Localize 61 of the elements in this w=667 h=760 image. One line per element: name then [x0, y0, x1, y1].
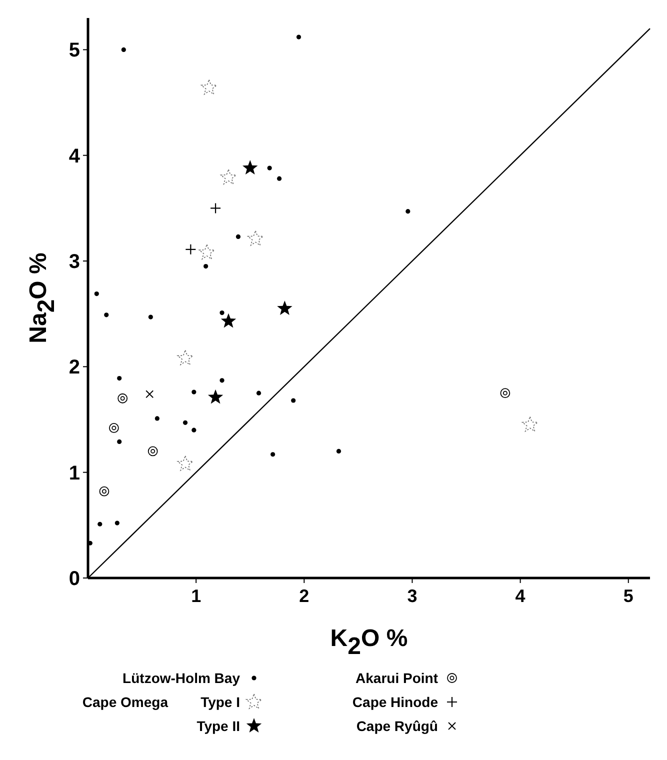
point	[296, 34, 302, 40]
x-tick-label: 3	[407, 586, 418, 606]
point	[220, 313, 236, 328]
y-tick-label: 2	[68, 356, 80, 379]
x-tick-label: 2	[299, 586, 310, 606]
point	[146, 390, 154, 398]
point	[236, 234, 241, 240]
y-tick-label: 3	[68, 251, 80, 274]
point	[201, 79, 218, 95]
legend-label: Cape Hinode	[352, 694, 438, 710]
point	[210, 202, 222, 214]
point	[267, 166, 272, 170]
point	[177, 350, 194, 366]
x-tick-label: 5	[623, 586, 634, 606]
legend-label: Type I	[200, 694, 240, 710]
point	[500, 388, 510, 398]
point	[148, 314, 153, 320]
point	[208, 389, 224, 404]
y-tick-label: 1	[68, 462, 80, 484]
point	[220, 378, 224, 383]
point	[336, 448, 342, 454]
point	[104, 312, 109, 318]
point	[108, 423, 119, 433]
point	[270, 452, 276, 457]
point	[182, 420, 188, 425]
legend-label: Lützow-Holm Bay	[122, 670, 240, 686]
point	[118, 393, 128, 404]
point	[276, 176, 282, 181]
point	[198, 244, 215, 260]
point	[220, 169, 237, 184]
point	[114, 520, 120, 526]
point	[406, 209, 410, 214]
point	[220, 310, 224, 316]
point	[121, 47, 126, 52]
point	[117, 439, 122, 444]
point	[177, 455, 194, 471]
legend-label: Cape Ryûgû	[356, 718, 438, 734]
point	[256, 390, 262, 396]
point	[98, 522, 102, 526]
legend-label: Akarui Point	[356, 670, 438, 686]
point	[192, 390, 196, 394]
point	[248, 230, 264, 246]
point	[94, 291, 99, 296]
point	[117, 376, 122, 381]
point	[204, 264, 208, 269]
point	[192, 428, 196, 432]
text: Cape Omega	[82, 694, 168, 710]
point	[291, 398, 296, 403]
y-tick-label: 5	[68, 40, 80, 62]
point	[185, 244, 196, 255]
point	[277, 300, 292, 316]
legend-label: Type II	[196, 718, 240, 734]
point	[242, 160, 258, 175]
point	[99, 486, 110, 496]
x-tick-label: 1	[191, 586, 202, 606]
point	[154, 416, 160, 421]
y-tick-label: 4	[68, 145, 81, 168]
y-tick-label: 0	[68, 568, 80, 590]
point	[148, 446, 158, 456]
point	[522, 416, 538, 432]
x-tick-label: 4	[515, 586, 526, 606]
